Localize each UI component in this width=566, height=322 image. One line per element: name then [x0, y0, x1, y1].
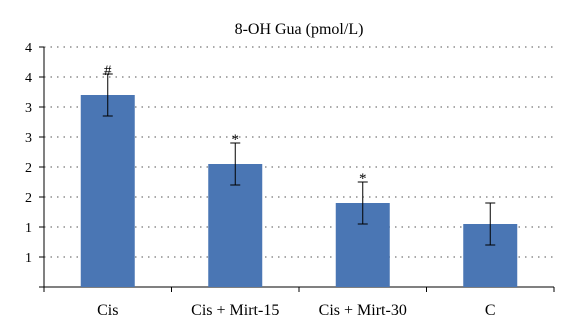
- significance-marker: *: [232, 132, 240, 148]
- y-tick-label: 1: [25, 251, 32, 266]
- bar: [80, 95, 135, 287]
- significance-marker: *: [359, 171, 367, 187]
- y-tick-label: 4: [25, 71, 32, 86]
- y-tick-label: 2: [25, 191, 32, 206]
- x-tick-label: C: [485, 302, 496, 319]
- chart-title: 8-OH Gua (pmol/L): [235, 21, 364, 38]
- y-tick-label: 3: [25, 101, 32, 116]
- x-tick-label: Cis + Mirt-15: [191, 302, 279, 319]
- bars: [80, 73, 518, 287]
- x-tick-label: Cis: [97, 302, 118, 319]
- y-tick-label: 3: [25, 131, 32, 146]
- y-tick-label: 4: [25, 41, 32, 56]
- labels: 1 1 2 2 3 3 4 4 # Cis * Cis + Mirt-15 * Cis + Mirt-30…: [25, 41, 496, 319]
- x-tick-label: Cis + Mirt-30: [319, 302, 407, 319]
- significance-marker: #: [104, 63, 112, 79]
- y-tick-label: 2: [25, 161, 32, 176]
- y-tick-label: 1: [25, 221, 32, 236]
